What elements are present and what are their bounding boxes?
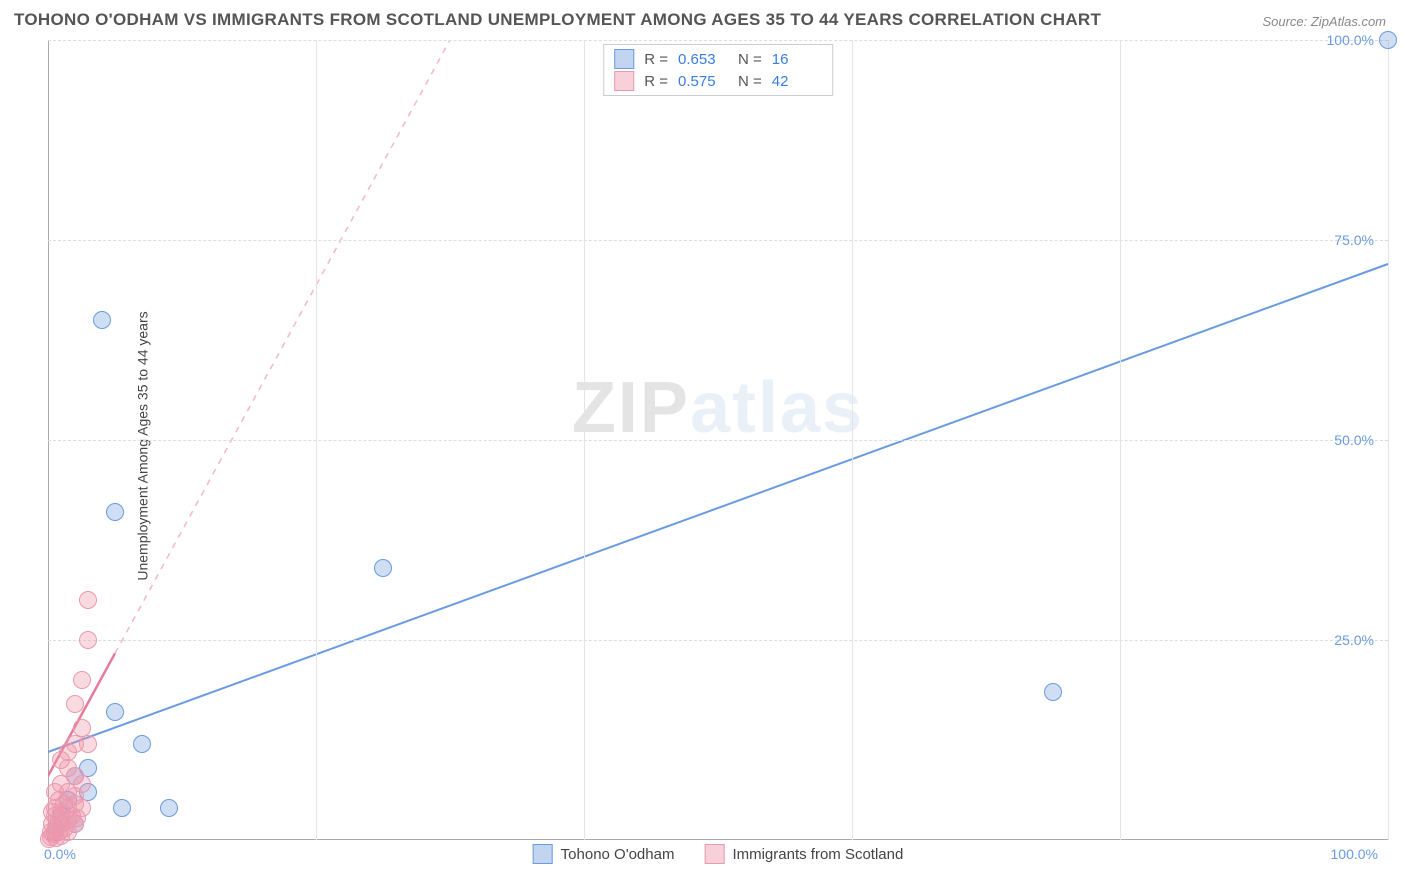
chart-title: TOHONO O'ODHAM VS IMMIGRANTS FROM SCOTLA… <box>14 10 1101 30</box>
gridline-v <box>852 40 853 840</box>
n-value-2: 42 <box>772 73 822 90</box>
legend-row-series-1: R = 0.653 N = 16 <box>614 49 822 69</box>
correlation-legend: R = 0.653 N = 16 R = 0.575 N = 42 <box>603 44 833 96</box>
trendline-dashed <box>115 40 450 653</box>
series-legend: Tohono O'odham Immigrants from Scotland <box>533 844 904 864</box>
r-label: R = <box>644 73 668 90</box>
source-attribution: Source: ZipAtlas.com <box>1262 14 1386 29</box>
legend-label-2: Immigrants from Scotland <box>732 846 903 863</box>
data-point-pink <box>66 695 84 713</box>
y-tick-label: 25.0% <box>1334 632 1374 648</box>
legend-item-2: Immigrants from Scotland <box>704 844 903 864</box>
data-point-blue <box>106 703 124 721</box>
swatch-pink-icon <box>614 71 634 91</box>
data-point-blue <box>1379 31 1397 49</box>
r-label: R = <box>644 51 668 68</box>
r-value-1: 0.653 <box>678 51 728 68</box>
legend-label-1: Tohono O'odham <box>561 846 675 863</box>
r-value-2: 0.575 <box>678 73 728 90</box>
n-label: N = <box>738 73 762 90</box>
gridline-v <box>316 40 317 840</box>
swatch-pink-icon <box>704 844 724 864</box>
x-axis-line <box>48 839 1388 840</box>
legend-row-series-2: R = 0.575 N = 42 <box>614 71 822 91</box>
trendline <box>48 264 1388 752</box>
gridline-h <box>48 440 1388 441</box>
watermark-atlas: atlas <box>690 368 864 448</box>
gridline-h <box>48 240 1388 241</box>
n-label: N = <box>738 51 762 68</box>
data-point-blue <box>374 559 392 577</box>
data-point-blue <box>113 799 131 817</box>
n-value-1: 16 <box>772 51 822 68</box>
gridline-v <box>1120 40 1121 840</box>
data-point-blue <box>1044 683 1062 701</box>
x-origin-tick: 0.0% <box>44 846 76 862</box>
gridline-h <box>48 40 1388 41</box>
y-tick-label: 75.0% <box>1334 232 1374 248</box>
data-point-blue <box>160 799 178 817</box>
y-tick-label: 100.0% <box>1327 32 1374 48</box>
watermark: ZIPatlas <box>572 367 864 449</box>
chart-plot-area: ZIPatlas R = 0.653 N = 16 R = 0.575 N = … <box>48 40 1388 840</box>
swatch-blue-icon <box>614 49 634 69</box>
data-point-pink <box>79 735 97 753</box>
swatch-blue-icon <box>533 844 553 864</box>
data-point-pink <box>40 830 58 848</box>
data-point-blue <box>133 735 151 753</box>
data-point-pink <box>79 631 97 649</box>
y-tick-label: 50.0% <box>1334 432 1374 448</box>
gridline-v <box>1388 40 1389 840</box>
x-max-tick: 100.0% <box>1331 846 1378 862</box>
data-point-blue <box>106 503 124 521</box>
data-point-blue <box>93 311 111 329</box>
data-point-pink <box>79 591 97 609</box>
gridline-h <box>48 640 1388 641</box>
watermark-zip: ZIP <box>572 368 690 448</box>
data-point-pink <box>73 671 91 689</box>
legend-item-1: Tohono O'odham <box>533 844 675 864</box>
gridline-v <box>584 40 585 840</box>
